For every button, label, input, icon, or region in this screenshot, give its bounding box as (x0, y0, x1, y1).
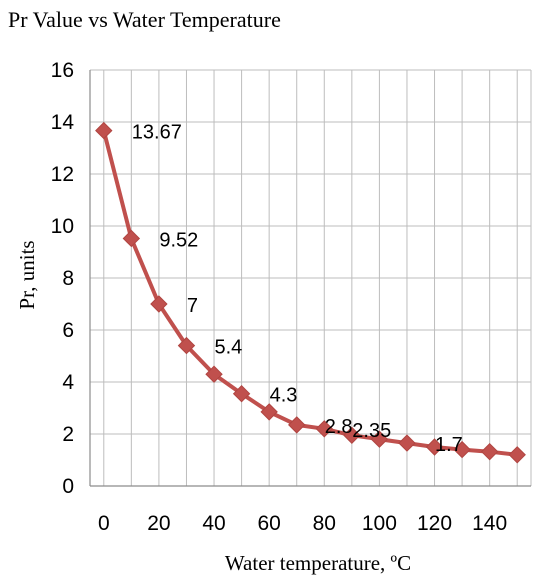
data-label: 9.52 (159, 229, 198, 251)
data-point-marker (205, 365, 223, 383)
x-tick-label: 60 (257, 512, 280, 535)
y-tick-label: 16 (51, 59, 74, 82)
data-label: 2.35 (352, 420, 391, 442)
tick-labels: 0 2 4 6 8 10 12 14 16 0 20 40 60 80 100 120 140 (51, 59, 508, 535)
data-point-marker (508, 446, 526, 464)
data-point-marker (177, 336, 196, 355)
y-tick-label: 12 (51, 163, 74, 186)
data-point-marker (95, 121, 113, 140)
x-tick-label: 120 (417, 512, 452, 535)
gridlines (90, 69, 532, 486)
data-point-marker (315, 420, 333, 438)
y-tick-label: 6 (62, 319, 74, 342)
data-label: 7 (187, 295, 198, 317)
data-point-marker (453, 440, 471, 459)
y-tick-label: 0 (62, 475, 74, 498)
axes (89, 70, 531, 487)
x-tick-label: 140 (472, 512, 507, 535)
data-point-marker (480, 442, 499, 461)
data-labels: 13.67 9.52 7 5.4 4.3 2.8 2.35 1.7 (132, 122, 463, 457)
y-tick-label: 2 (62, 423, 74, 446)
data-label: 1.7 (435, 434, 463, 456)
series-line (101, 130, 518, 457)
x-tick-label: 80 (313, 512, 336, 535)
data-point-marker (260, 403, 278, 421)
data-point-marker (122, 229, 141, 248)
x-tick-label: 40 (202, 512, 225, 535)
data-label: 4.3 (270, 385, 298, 407)
x-tick-label: 100 (362, 512, 397, 535)
x-axis-label: Water temperature, ºC (225, 551, 411, 575)
data-point-marker (343, 426, 361, 445)
y-tick-label: 4 (62, 371, 74, 394)
y-tick-label: 8 (62, 267, 74, 290)
data-label: 13.67 (132, 122, 182, 144)
y-axis-label: Pr, units (15, 240, 39, 309)
data-point-marker (370, 430, 389, 448)
data-point-marker (150, 295, 168, 313)
data-point-marker (288, 416, 306, 434)
data-label: 5.4 (214, 337, 242, 359)
y-tick-label: 14 (51, 111, 75, 134)
chart-title: Pr Value vs Water Temperature (8, 7, 281, 32)
data-label: 2.8 (325, 416, 353, 438)
data-point-marker (398, 434, 416, 452)
series-layer (95, 121, 526, 464)
x-tick-label: 0 (98, 512, 110, 535)
x-tick-label: 20 (147, 512, 170, 535)
data-point-marker (425, 438, 444, 456)
data-point-marker (232, 384, 251, 403)
y-tick-label: 10 (51, 215, 74, 238)
